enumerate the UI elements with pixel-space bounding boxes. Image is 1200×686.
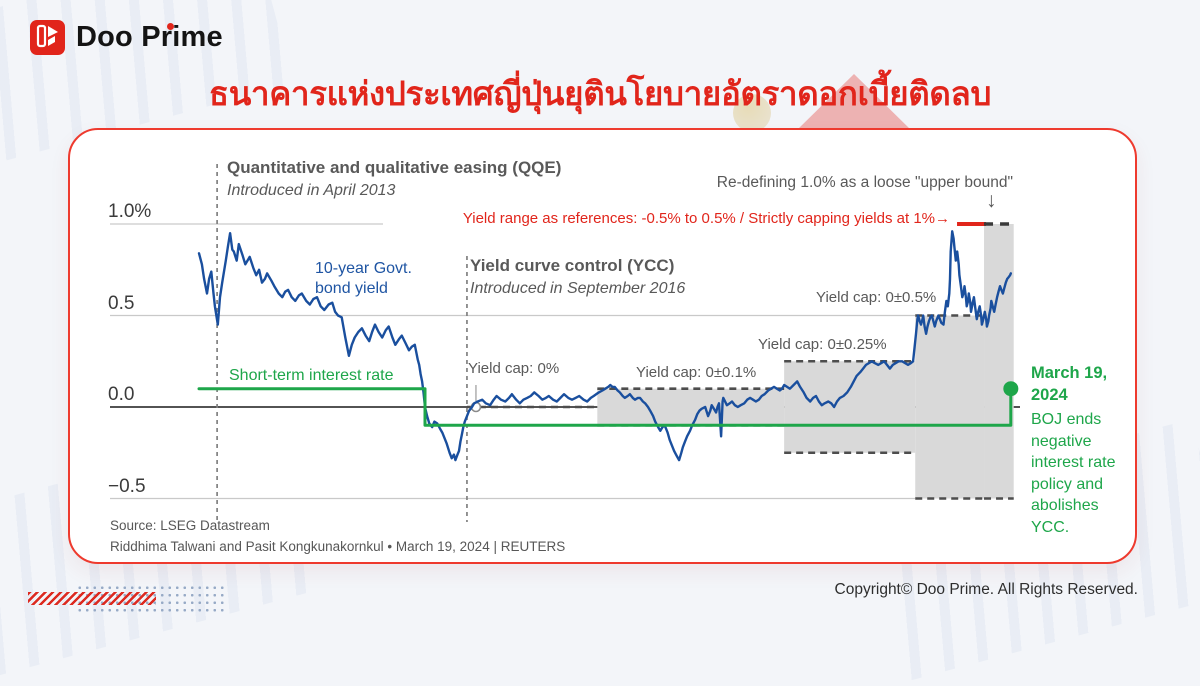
qqe-annotation-subtitle: Introduced in April 2013 xyxy=(227,182,396,199)
bg-red-triangle xyxy=(797,74,911,130)
y-tick-label: 0.0 xyxy=(108,384,135,405)
y-tick-label: −0.5 xyxy=(108,475,146,497)
copyright-text: Copyright© Doo Prime. All Rights Reserve… xyxy=(834,581,1138,598)
chart-canvas-container xyxy=(70,130,1135,562)
event-date-label: March 19, 2024 xyxy=(1031,364,1108,404)
chart-annotation-layer: Quantitative and qualitative easing (QQE… xyxy=(70,130,1135,562)
yield-cap-025-label: Yield cap: 0±0.25% xyxy=(758,336,887,353)
chart-card: Quantitative and qualitative easing (QQE… xyxy=(68,128,1137,564)
doo-prime-logo-icon xyxy=(30,20,65,55)
brand-i-dot xyxy=(167,23,174,30)
qqe-annotation-title: Quantitative and qualitative easing (QQE… xyxy=(227,158,562,177)
ycc-annotation-subtitle: Introduced in September 2016 xyxy=(470,280,686,297)
y-tick-label: 0.5 xyxy=(108,292,135,314)
brand-logo: Doo Prime xyxy=(30,20,223,55)
down-arrow-icon: ↓ xyxy=(986,189,997,212)
yield-cap-05-label: Yield cap: 0±0.5% xyxy=(816,289,937,306)
yield-range-note: Yield range as references: -0.5% to 0.5%… xyxy=(462,210,950,227)
event-description: BOJ ends negative interest rate policy a… xyxy=(1031,411,1116,536)
bg-coin-watermark xyxy=(733,94,771,132)
redefine-upper-bound-note: Re-defining 1.0% as a loose "upper bound… xyxy=(716,174,1013,191)
page-title: ธนาคารแห่งประเทศญี่ปุ่นยุตินโยบายอัตราดอ… xyxy=(208,75,992,112)
short-term-series-label: Short-term interest rate xyxy=(229,367,394,384)
yield-cap-01-label: Yield cap: 0±0.1% xyxy=(636,364,757,381)
ten-year-series-label: 10-year Govt. bond yield xyxy=(315,260,412,297)
yield-cap-0-label: Yield cap: 0% xyxy=(468,360,560,377)
credit-line: Riddhima Talwani and Pasit Kongkunakornk… xyxy=(110,539,566,554)
footer-hatch-bar xyxy=(28,592,156,605)
ycc-annotation-title: Yield curve control (YCC) xyxy=(470,256,675,275)
brand-name: Doo Prime xyxy=(76,21,223,53)
chart-canvas xyxy=(110,164,1020,522)
source-line: Source: LSEG Datastream xyxy=(110,518,270,533)
y-tick-label: 1.0% xyxy=(108,201,152,222)
